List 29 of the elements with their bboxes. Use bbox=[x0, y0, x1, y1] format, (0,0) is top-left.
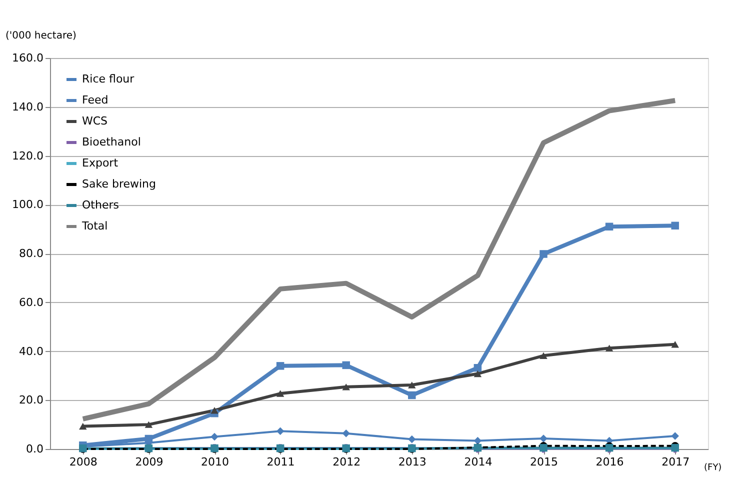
legend-label: WCS bbox=[82, 114, 108, 128]
x-tick-label: 2012 bbox=[332, 456, 361, 468]
y-tick-label: 20.0 bbox=[19, 394, 44, 407]
x-tick-label: 2009 bbox=[135, 456, 164, 468]
legend-label: Others bbox=[82, 198, 120, 212]
y-tick-label: 80.0 bbox=[19, 247, 44, 260]
legend-label: Bioethanol bbox=[82, 136, 141, 148]
y-tick-label: 160.0 bbox=[12, 52, 44, 64]
y-tick-label: 0.0 bbox=[26, 442, 44, 456]
y-tick-label: 120.0 bbox=[12, 149, 44, 162]
x-axis-title: (FY) bbox=[704, 463, 722, 473]
legend-label: Rice flour bbox=[82, 72, 135, 86]
x-tick-label: 2016 bbox=[596, 456, 624, 468]
x-tick-label: 2017 bbox=[662, 456, 690, 468]
y-tick-label: 60.0 bbox=[19, 296, 44, 309]
y-tick-label: 40.0 bbox=[19, 344, 44, 358]
x-tick-label: 2011 bbox=[266, 456, 295, 468]
x-tick-label: 2010 bbox=[201, 456, 229, 468]
y-axis-title: ('000 hectare) bbox=[6, 30, 76, 42]
legend-label: Feed bbox=[82, 94, 108, 106]
y-tick-label: 140.0 bbox=[12, 100, 44, 114]
y-tick-label: 100.0 bbox=[12, 198, 44, 212]
x-tick-label: 2008 bbox=[69, 456, 98, 468]
x-tick-label: 2015 bbox=[530, 456, 558, 468]
x-tick-label: 2014 bbox=[464, 456, 492, 468]
x-tick-label: 2013 bbox=[398, 456, 426, 468]
legend-label: Export bbox=[82, 156, 119, 170]
legend-label: Sake brewing bbox=[82, 178, 156, 190]
legend-label: Total bbox=[81, 220, 108, 232]
